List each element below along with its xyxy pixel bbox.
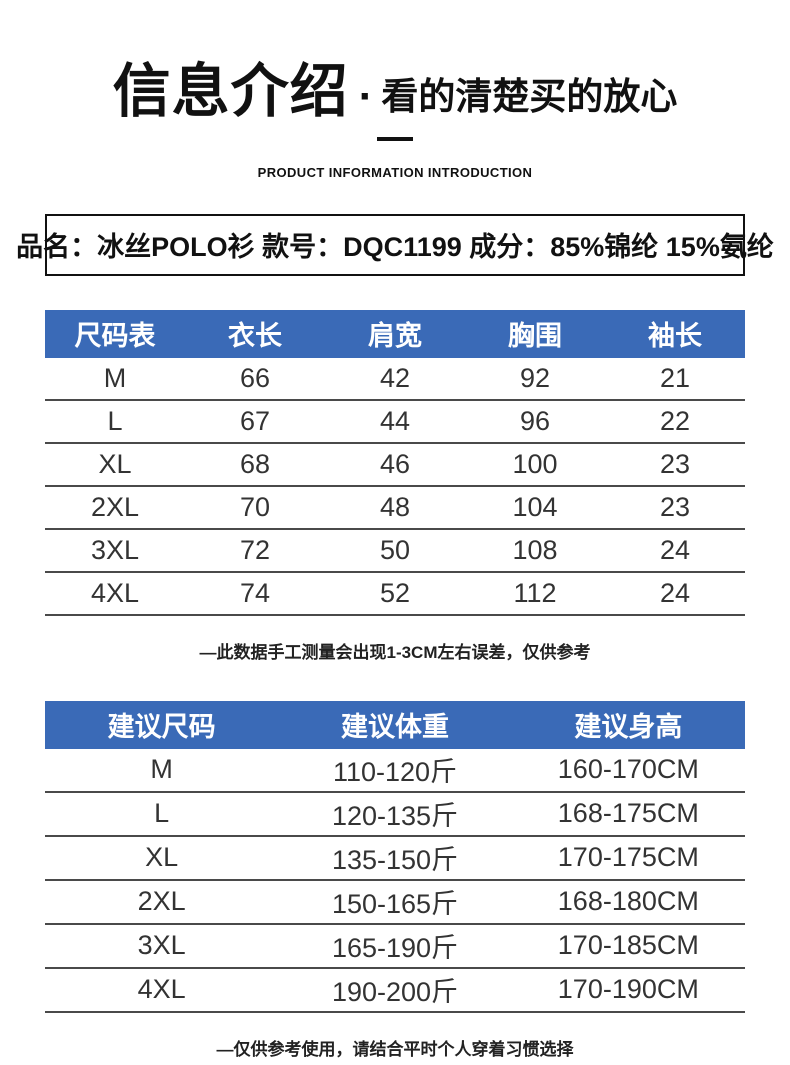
size-cell: 24 <box>605 571 745 616</box>
size-cell: 66 <box>185 357 325 401</box>
suggestion-table-body: M 110-120斤 160-170CM L 120-135斤 168-175C… <box>45 748 745 1013</box>
size-cell: M <box>45 357 185 401</box>
size-table-header-row: 尺码表 衣长 肩宽 胸围 袖长 <box>45 309 745 358</box>
suggestion-table-header-cell: 建议体重 <box>278 700 512 749</box>
size-table-header-cell: 袖长 <box>605 309 745 358</box>
suggestion-cell: 3XL <box>45 923 279 969</box>
suggestion-cell: 135-150斤 <box>278 835 512 881</box>
size-cell: 24 <box>605 528 745 573</box>
suggestion-cell: 160-170CM <box>511 748 745 793</box>
size-cell: XL <box>45 442 185 487</box>
size-cell: 44 <box>325 399 465 444</box>
suggestion-cell: 150-165斤 <box>278 879 512 925</box>
size-cell: 2XL <box>45 485 185 530</box>
size-table-header-cell: 尺码表 <box>45 309 185 358</box>
table-row: XL 135-150斤 170-175CM <box>45 835 745 881</box>
size-cell: 3XL <box>45 528 185 573</box>
size-cell: 100 <box>465 442 605 487</box>
title-row: 信息介绍 · 看的清楚买的放心 <box>0 59 790 124</box>
title-underline-dash <box>377 136 413 141</box>
size-table-header-cell: 胸围 <box>465 309 605 358</box>
size-cell: 23 <box>605 485 745 530</box>
suggestion-cell: 170-175CM <box>511 835 745 881</box>
suggestion-table-header-cell: 建议尺码 <box>45 700 279 749</box>
size-cell: 50 <box>325 528 465 573</box>
suggestion-cell: XL <box>45 835 279 881</box>
size-table-body: M 66 42 92 21 L 67 44 96 22 XL 68 46 100… <box>45 357 745 616</box>
suggestion-table-header-cell: 建议身高 <box>511 700 745 749</box>
size-cell: 92 <box>465 357 605 401</box>
suggestion-cell: 2XL <box>45 879 279 925</box>
table-row: L 67 44 96 22 <box>45 399 745 444</box>
size-cell: 104 <box>465 485 605 530</box>
product-info-box: 品名：冰丝POLO衫 款号：DQC1199 成分：85%锦纶 15%氨纶 <box>16 213 774 276</box>
page-subtitle: 看的清楚买的放心 <box>381 76 678 118</box>
size-cell: 22 <box>605 399 745 444</box>
suggestion-cell: 165-190斤 <box>278 923 512 969</box>
size-cell: 46 <box>325 442 465 487</box>
table-row: 3XL 72 50 108 24 <box>45 528 745 573</box>
size-cell: 67 <box>185 399 325 444</box>
table-row: 4XL 74 52 112 24 <box>45 571 745 616</box>
size-cell: 52 <box>325 571 465 616</box>
page-title: 信息介绍 <box>112 59 349 124</box>
title-dot-separator: · <box>358 72 374 122</box>
english-tagline: PRODUCT INFORMATION INTRODUCTION <box>257 164 533 180</box>
size-cell: L <box>45 399 185 444</box>
suggestion-table: 建议尺码 建议体重 建议身高 M 110-120斤 160-170CM L 12… <box>45 700 745 1013</box>
suggestion-cell: 120-135斤 <box>278 791 512 837</box>
table-row: L 120-135斤 168-175CM <box>45 791 745 837</box>
suggestion-table-header-row: 建议尺码 建议体重 建议身高 <box>45 700 745 749</box>
table-row: 2XL 150-165斤 168-180CM <box>45 879 745 925</box>
size-table-note: —此数据手工测量会出现1-3CM左右误差，仅供参考 <box>199 642 591 662</box>
suggestion-cell: 190-200斤 <box>278 967 512 1013</box>
suggestion-cell: L <box>45 791 279 837</box>
suggestion-table-head: 建议尺码 建议体重 建议身高 <box>45 700 745 749</box>
suggestion-cell: 4XL <box>45 967 279 1013</box>
size-cell: 4XL <box>45 571 185 616</box>
table-row: 2XL 70 48 104 23 <box>45 485 745 530</box>
size-table-header-cell: 衣长 <box>185 309 325 358</box>
table-row: M 66 42 92 21 <box>45 357 745 401</box>
size-table-head: 尺码表 衣长 肩宽 胸围 袖长 <box>45 309 745 358</box>
size-cell: 70 <box>185 485 325 530</box>
page-header: 信息介绍 · 看的清楚买的放心 PRODUCT INFORMATION INTR… <box>0 0 790 180</box>
size-cell: 42 <box>325 357 465 401</box>
size-table-header-cell: 肩宽 <box>325 309 465 358</box>
suggestion-cell: 170-185CM <box>511 923 745 969</box>
size-cell: 48 <box>325 485 465 530</box>
suggestion-cell: M <box>45 748 279 793</box>
size-cell: 108 <box>465 528 605 573</box>
size-cell: 74 <box>185 571 325 616</box>
table-row: 4XL 190-200斤 170-190CM <box>45 967 745 1013</box>
size-cell: 68 <box>185 442 325 487</box>
size-cell: 21 <box>605 357 745 401</box>
suggestion-cell: 170-190CM <box>511 967 745 1013</box>
table-row: 3XL 165-190斤 170-185CM <box>45 923 745 969</box>
size-cell: 72 <box>185 528 325 573</box>
size-table: 尺码表 衣长 肩宽 胸围 袖长 M 66 42 92 21 L 67 44 96… <box>45 309 745 616</box>
size-cell: 112 <box>465 571 605 616</box>
table-row: M 110-120斤 160-170CM <box>45 748 745 793</box>
size-cell: 23 <box>605 442 745 487</box>
suggestion-cell: 168-180CM <box>511 879 745 925</box>
size-cell: 96 <box>465 399 605 444</box>
suggestion-table-note: —仅供参考使用，请结合平时个人穿着习惯选择 <box>216 1039 574 1059</box>
table-row: XL 68 46 100 23 <box>45 442 745 487</box>
suggestion-cell: 168-175CM <box>511 791 745 837</box>
suggestion-cell: 110-120斤 <box>278 748 512 793</box>
